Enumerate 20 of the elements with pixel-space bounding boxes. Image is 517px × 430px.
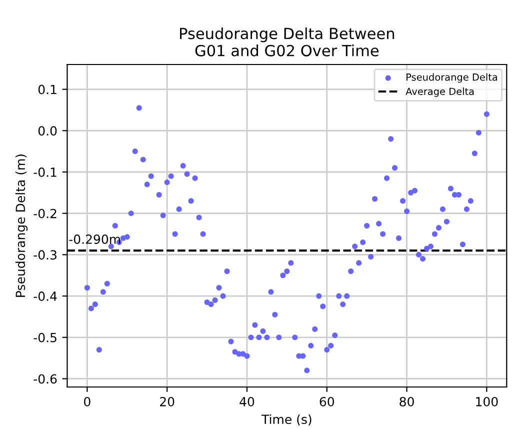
chart-title: Pseudorange Delta Between G01 and G02 Over Time bbox=[180, 27, 394, 56]
y-tick-label: 0.0 bbox=[38, 126, 57, 136]
legend-label: Pseudorange Delta bbox=[406, 73, 498, 83]
legend-label: Average Delta bbox=[406, 88, 474, 97]
y-tick-label: -0.1 bbox=[34, 167, 56, 177]
y-tick-label: -0.2 bbox=[34, 208, 56, 218]
x-axis-title: Time (s) bbox=[261, 414, 312, 426]
y-tick-label: -0.4 bbox=[34, 292, 57, 301]
y-tick-label: -0.5 bbox=[34, 332, 56, 342]
x-tick-label: 0 bbox=[84, 396, 90, 406]
y-tick-label: -0.6 bbox=[34, 374, 57, 384]
y-axis-title: Pseudorange Delta (m) bbox=[15, 154, 28, 297]
annotation: -0.290m bbox=[69, 234, 120, 244]
x-tick-label: 40 bbox=[240, 396, 254, 406]
y-tick-label: 0.1 bbox=[38, 84, 56, 94]
x-tick-label: 80 bbox=[400, 396, 414, 406]
x-tick-label: 20 bbox=[160, 396, 174, 406]
y-tick-label: -0.3 bbox=[34, 250, 56, 260]
x-tick-label: 100 bbox=[476, 396, 498, 406]
x-tick-label: 60 bbox=[320, 396, 334, 406]
